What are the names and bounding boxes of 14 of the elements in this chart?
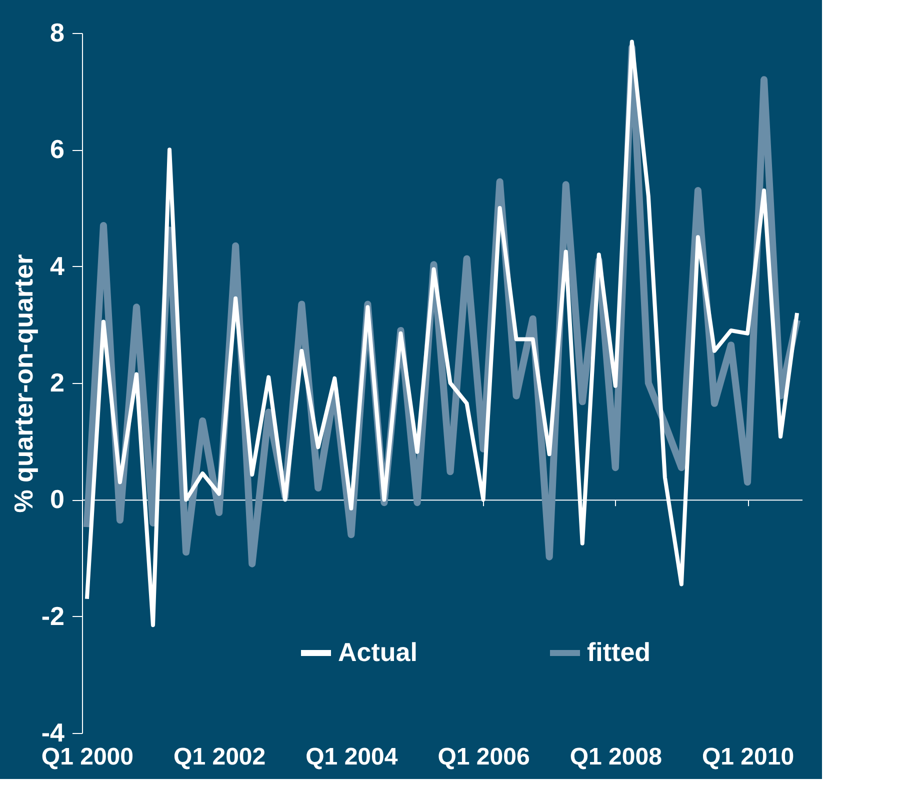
x-tick-label: Q1 2006: [438, 744, 530, 770]
y-tick-label: 0: [50, 484, 64, 514]
y-tick-label: 4: [50, 250, 66, 281]
y-tick-label: 8: [50, 18, 64, 48]
y-tick-label: 6: [50, 134, 64, 164]
x-tick-label: Q1 2010: [702, 744, 794, 770]
x-tick-label: Q1 2002: [174, 744, 266, 770]
y-axis-title: % quarter-on-quarter: [8, 254, 38, 513]
legend-label: fitted: [587, 637, 651, 667]
y-tick-label: -2: [41, 600, 64, 631]
x-tick-label: Q1 2008: [570, 744, 662, 770]
x-tick-label: Q1 2004: [306, 744, 398, 770]
legend-label: Actual: [338, 637, 418, 667]
y-tick-label: 2: [50, 368, 64, 398]
